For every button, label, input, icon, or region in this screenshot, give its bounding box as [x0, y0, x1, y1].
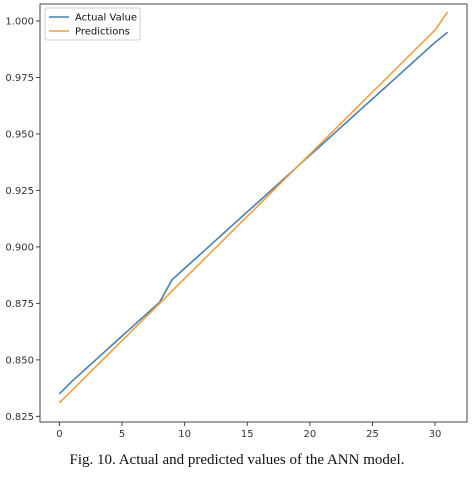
series-line-actual-value [58, 31, 449, 395]
y-tick-label: 0.825 [5, 412, 34, 423]
series-layer [58, 11, 449, 404]
x-tick-label: 0 [56, 429, 62, 440]
x-tick-label: 30 [429, 429, 442, 440]
y-tick-label: 0.950 [5, 129, 34, 140]
x-tick-label: 15 [241, 429, 254, 440]
legend: Actual Value Predictions [44, 7, 141, 41]
series-line-predictions [58, 11, 449, 404]
legend-label-actual: Actual Value [75, 13, 137, 24]
y-tick-label: 1.000 [5, 16, 34, 27]
y-tick-label: 0.850 [5, 355, 34, 366]
legend-label-predictions: Predictions [75, 27, 130, 38]
plot-area-frame [39, 3, 468, 423]
y-axis: 0.825 0.850 0.875 0.900 0.925 0.950 0.975 1.000 [5, 16, 40, 423]
y-tick-label: 0.975 [5, 73, 34, 84]
y-tick-label: 0.900 [5, 242, 34, 253]
y-tick-label: 0.875 [5, 299, 34, 310]
x-tick-label: 10 [178, 429, 191, 440]
x-tick-label: 20 [303, 429, 316, 440]
legend-box [44, 7, 141, 41]
line-chart: 0 5 10 15 20 25 30 0.8250.8500.8750.9000.9250.… [5, 3, 468, 440]
figure-caption: Fig. 10. Actual and predicted values of … [69, 452, 405, 468]
x-axis: 0 5 10 15 20 25 30 [56, 422, 441, 440]
x-tick-label: 25 [366, 429, 379, 440]
x-tick-label: 5 [119, 429, 125, 440]
y-tick-label: 0.925 [5, 186, 34, 197]
